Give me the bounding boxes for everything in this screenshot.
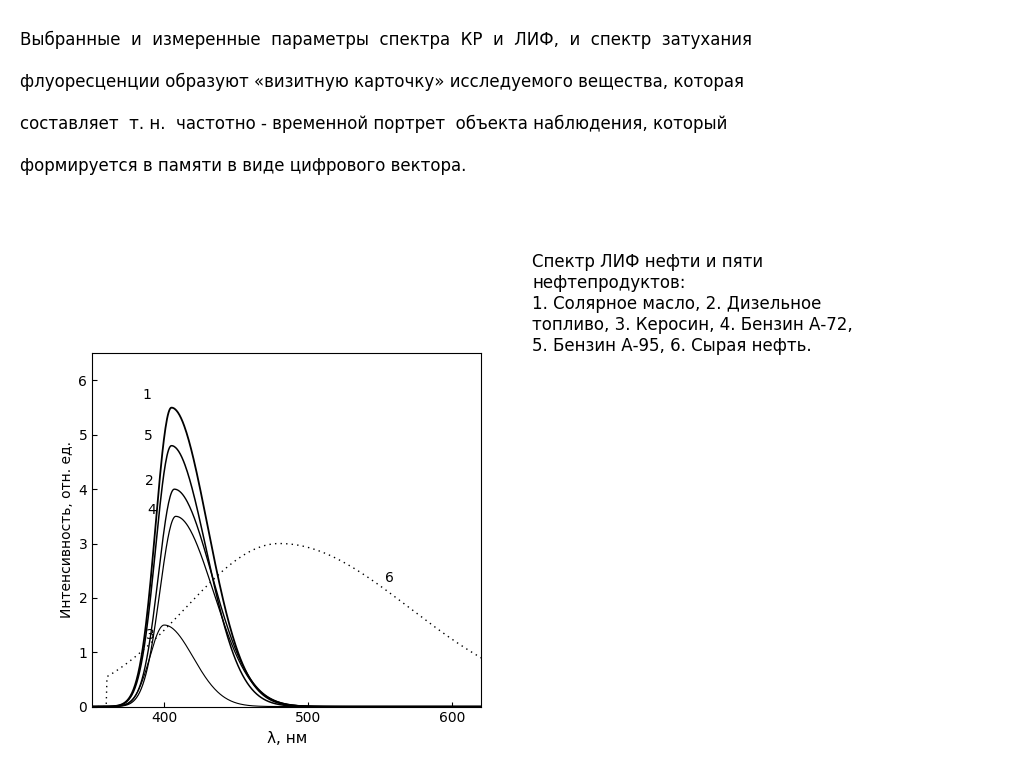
Text: 3: 3	[145, 627, 155, 641]
Text: 2: 2	[145, 474, 155, 488]
Text: составляет  т. н.  частотно - временной портрет  объекта наблюдения, который: составляет т. н. частотно - временной по…	[20, 115, 728, 134]
Text: Выбранные  и  измеренные  параметры  спектра  КР  и  ЛИФ,  и  спектр  затухания: Выбранные и измеренные параметры спектра…	[20, 31, 753, 49]
Y-axis label: Интенсивность, отн. ед.: Интенсивность, отн. ед.	[60, 442, 75, 618]
Text: 4: 4	[146, 502, 156, 517]
X-axis label: λ, нм: λ, нм	[266, 731, 307, 746]
Text: 6: 6	[385, 571, 393, 584]
Text: 5: 5	[144, 429, 153, 443]
Text: формируется в памяти в виде цифрового вектора.: формируется в памяти в виде цифрового ве…	[20, 157, 467, 175]
Text: флуоресценции образуют «визитную карточку» исследуемого вещества, которая: флуоресценции образуют «визитную карточк…	[20, 73, 744, 91]
Text: 1: 1	[142, 389, 152, 402]
Text: Спектр ЛИФ нефти и пяти
нефтепродуктов:
1. Солярное масло, 2. Дизельное
топливо,: Спектр ЛИФ нефти и пяти нефтепродуктов: …	[532, 253, 853, 355]
